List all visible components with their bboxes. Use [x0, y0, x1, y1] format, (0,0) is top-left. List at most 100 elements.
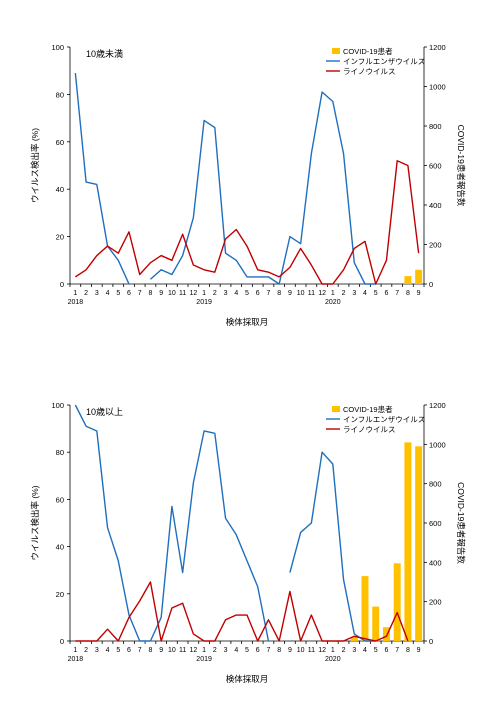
x-axis-title: 検体採取月: [226, 674, 269, 684]
year-label: 2020: [325, 299, 341, 306]
x-tick-label: 9: [159, 290, 163, 297]
year-label: 2019: [196, 299, 212, 306]
x-tick-label: 11: [308, 647, 315, 654]
x-tick-label: 12: [189, 647, 197, 654]
y-tick-label-right: 800: [429, 122, 442, 131]
covid-bar: [404, 442, 412, 641]
x-tick-label: 5: [245, 647, 249, 654]
x-tick-label: 11: [179, 290, 186, 297]
year-label: 2018: [68, 656, 84, 663]
x-tick-label: 7: [138, 647, 142, 654]
x-tick-label: 8: [277, 647, 281, 654]
y-tick-label-right: 200: [429, 241, 442, 250]
y-tick-label-right: 800: [429, 480, 442, 489]
y-tick-label-left: 60: [56, 138, 64, 147]
y-tick-label-left: 40: [56, 185, 64, 194]
x-tick-label: 9: [417, 647, 421, 654]
y-tick-label-right: 1200: [429, 43, 446, 52]
x-tick-label: 2: [84, 647, 88, 654]
x-tick-label: 6: [256, 290, 260, 297]
y-tick-label-left: 0: [60, 637, 64, 646]
x-tick-label: 8: [277, 290, 281, 297]
y-axis-title-right: COVID-19患者報告数: [456, 482, 466, 564]
y-tick-label-left: 60: [56, 495, 64, 504]
y-tick-label-left: 0: [60, 280, 64, 289]
x-axis-title: 検体採取月: [226, 317, 269, 327]
y-tick-label-right: 1000: [429, 440, 446, 449]
x-tick-label: 7: [395, 647, 399, 654]
legend-label: COVID-19患者: [343, 404, 393, 414]
legend-label: COVID-19患者: [343, 46, 393, 56]
x-tick-label: 10: [297, 647, 305, 654]
x-tick-label: 10: [168, 290, 176, 297]
y-tick-label-right: 600: [429, 519, 442, 528]
y-tick-label-left: 100: [51, 43, 64, 52]
x-tick-label: 2: [213, 290, 217, 297]
y-tick-label-right: 1000: [429, 83, 446, 92]
year-label: 2020: [325, 656, 341, 663]
x-tick-label: 12: [318, 290, 326, 297]
x-tick-label: 10: [168, 647, 176, 654]
y-tick-label-right: 200: [429, 598, 442, 607]
covid-bar: [372, 606, 380, 641]
x-tick-label: 4: [363, 647, 367, 654]
x-tick-label: 1: [73, 647, 77, 654]
legend-label: ライノウイルス: [343, 67, 396, 76]
x-tick-label: 7: [138, 290, 142, 297]
x-tick-label: 4: [106, 647, 110, 654]
x-tick-label: 4: [234, 647, 238, 654]
y-tick-label-left: 20: [56, 590, 64, 599]
y-tick-label-right: 0: [429, 637, 433, 646]
x-tick-label: 4: [234, 290, 238, 297]
x-tick-label: 9: [417, 290, 421, 297]
x-tick-label: 6: [127, 290, 131, 297]
covid-bar: [350, 637, 358, 641]
y-axis-title-right: COVID-19患者報告数: [456, 125, 466, 207]
x-tick-label: 2: [342, 647, 346, 654]
x-tick-label: 3: [95, 290, 99, 297]
x-tick-label: 10: [297, 290, 305, 297]
y-tick-label-left: 80: [56, 448, 64, 457]
x-tick-label: 2: [213, 647, 217, 654]
legend-swatch-bar: [332, 48, 340, 54]
x-tick-label: 6: [385, 647, 389, 654]
legend-label: インフルエンザウイルス: [343, 415, 425, 424]
x-tick-label: 2: [84, 290, 88, 297]
x-tick-label: 1: [331, 647, 335, 654]
x-tick-label: 3: [95, 647, 99, 654]
x-tick-label: 6: [385, 290, 389, 297]
x-tick-label: 2: [342, 290, 346, 297]
x-tick-label: 5: [374, 290, 378, 297]
covid-bar: [361, 576, 369, 641]
x-tick-label: 8: [406, 647, 410, 654]
x-tick-label: 3: [352, 290, 356, 297]
covid-bar: [404, 276, 412, 284]
x-tick-label: 7: [395, 290, 399, 297]
year-label: 2019: [196, 656, 212, 663]
x-tick-label: 4: [106, 290, 110, 297]
x-tick-label: 9: [288, 290, 292, 297]
x-tick-label: 1: [331, 290, 335, 297]
y-tick-label-right: 0: [429, 280, 433, 289]
x-tick-label: 12: [318, 647, 326, 654]
x-tick-label: 5: [245, 290, 249, 297]
x-tick-label: 1: [202, 290, 206, 297]
legend-label: インフルエンザウイルス: [343, 57, 425, 66]
x-tick-label: 9: [288, 647, 292, 654]
influenza-line: [74, 73, 376, 285]
x-tick-label: 3: [352, 647, 356, 654]
y-tick-label-right: 400: [429, 558, 442, 567]
x-tick-label: 7: [267, 290, 271, 297]
legend-swatch-bar: [332, 406, 340, 412]
x-tick-label: 11: [308, 290, 315, 297]
rhinovirus-line: [74, 160, 420, 285]
x-tick-label: 7: [267, 647, 271, 654]
x-tick-label: 6: [256, 647, 260, 654]
covid-bar: [393, 563, 401, 641]
x-tick-label: 1: [202, 647, 206, 654]
